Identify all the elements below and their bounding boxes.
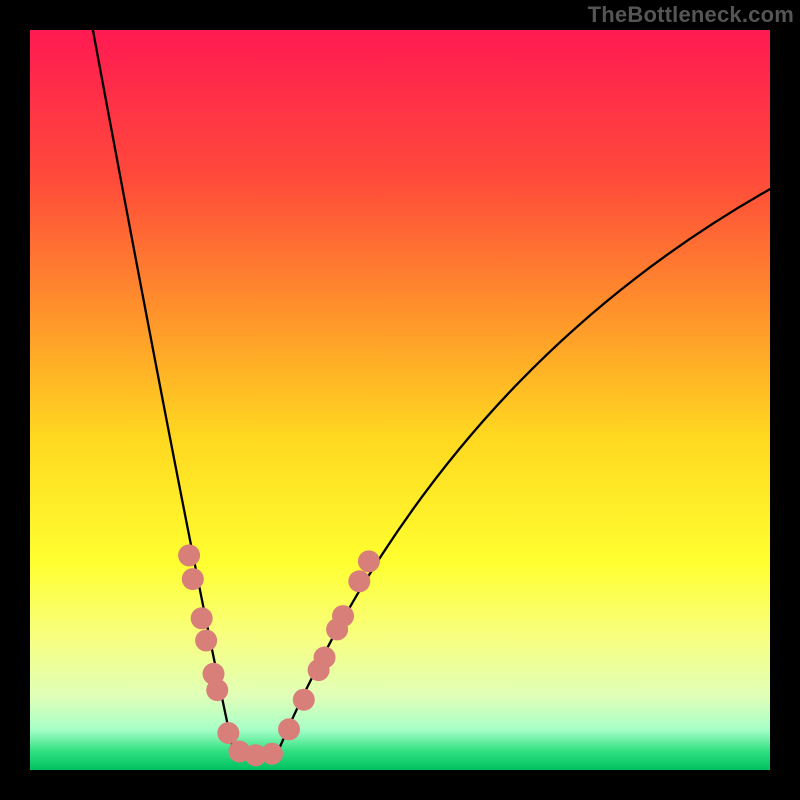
chart-root: TheBottleneck.com [0, 0, 800, 800]
data-dot [293, 689, 315, 711]
data-dot [358, 550, 380, 572]
data-dot [191, 607, 213, 629]
data-dot [332, 605, 354, 627]
data-dot [261, 743, 283, 765]
data-dot [314, 647, 336, 669]
data-dot [178, 544, 200, 566]
gradient-background [30, 30, 770, 770]
watermark-text: TheBottleneck.com [588, 2, 794, 28]
data-dot [206, 679, 228, 701]
data-dot [217, 722, 239, 744]
data-dot [182, 568, 204, 590]
data-dot [348, 570, 370, 592]
chart-svg [0, 0, 800, 800]
data-dot [195, 630, 217, 652]
data-dot [278, 718, 300, 740]
